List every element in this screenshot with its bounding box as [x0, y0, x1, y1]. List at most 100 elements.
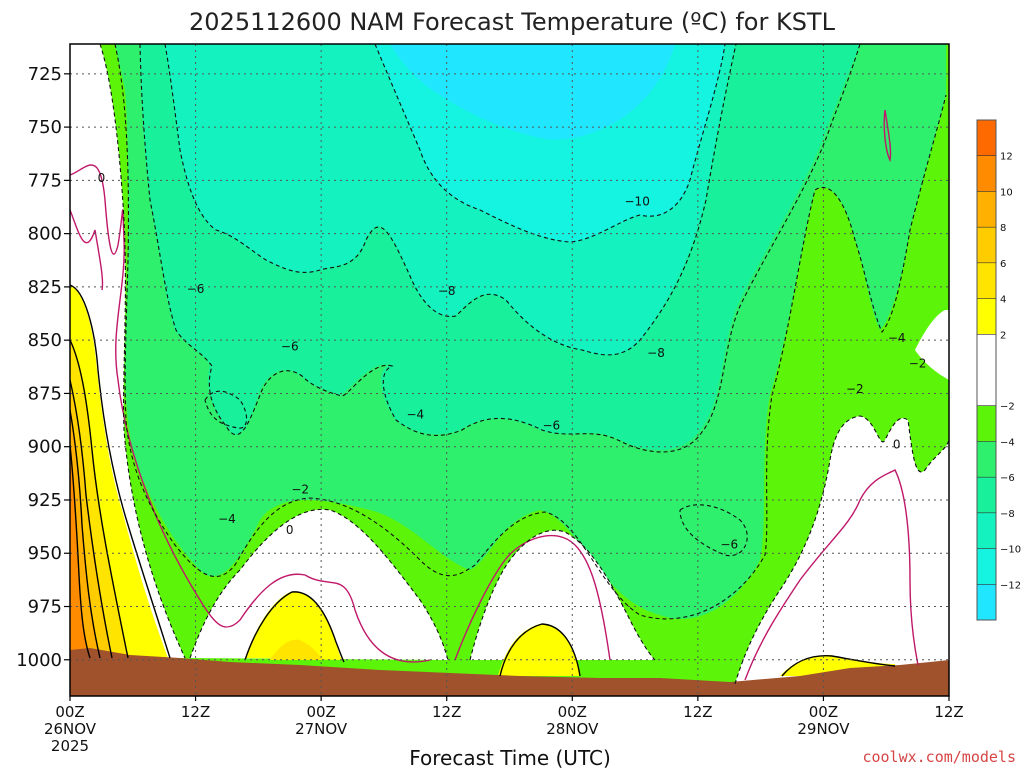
contour-zero-5 [70, 209, 104, 291]
y-tick-label: 850 [28, 330, 62, 351]
x-tick-label: 12Z [432, 703, 461, 721]
colorbar-tick-label: 2 [1000, 330, 1006, 341]
x-tick-label: 27NOV [295, 720, 348, 738]
x-tick-label: 00Z [809, 703, 838, 721]
y-tick-label: 875 [28, 383, 62, 404]
colorbar-segment [977, 298, 996, 335]
colorbar-tick-label: 8 [1000, 223, 1006, 234]
temp-fill-mid1-warm [245, 591, 342, 660]
plot-frame [69, 43, 950, 697]
colorbar-segment [977, 477, 996, 513]
temp-fill-mid2-near-zero [470, 530, 655, 660]
contour-label: −6 [543, 418, 561, 432]
colorbar-frame [976, 119, 997, 621]
plot-area: 0−10−6 −8−6 −8−4−2−4−6−20−20−4−6 [70, 44, 949, 696]
colorbar-segment [977, 191, 996, 228]
contour-label: 0 [286, 523, 294, 537]
y-tick-label: 725 [28, 64, 62, 85]
colorbar-segment [977, 155, 996, 192]
contour-label: 0 [98, 171, 106, 185]
contour-positive-mid1 [244, 591, 345, 663]
contour-minus10-main [374, 44, 726, 243]
temp-fill-right-near-zero [735, 416, 949, 684]
x-tick-label: 28NOV [546, 720, 599, 738]
temp-fill-mid2-warm [498, 624, 580, 676]
colorbar-segment [977, 262, 996, 299]
ground-terrain [70, 648, 949, 696]
y-tick-label: 775 [28, 170, 62, 191]
temp-fill-left-warm-10 [70, 445, 90, 660]
contour-positive-10 [70, 444, 91, 659]
contour-zero-1 [70, 164, 431, 663]
x-tick-label: 00Z [306, 703, 335, 721]
contour-zero-2 [454, 534, 611, 661]
colorbar-segment [977, 334, 996, 406]
x-tick-label: 00Z [558, 703, 587, 721]
colorbar-tick-label: 4 [1000, 295, 1006, 306]
contour-zero-3 [744, 469, 919, 681]
colorbar-tick-label: 10 [1000, 187, 1013, 198]
y-tick-label: 950 [28, 543, 62, 564]
contour-minus6-main [139, 44, 861, 453]
colorbar-segment [977, 441, 996, 478]
temp-fill-mid1-warm-4 [270, 639, 322, 660]
contour-label: −8 [438, 284, 456, 298]
contour-label: −10 [625, 195, 650, 209]
colorbar-tick-label: −6 [1000, 473, 1015, 484]
contour-label: −4 [218, 512, 236, 526]
temp-fill-mid1-near-zero [190, 509, 448, 660]
contour-label: −8 [647, 346, 665, 360]
contour-minus6-pocket2 [679, 504, 748, 557]
chart-title: 2025112600 NAM Forecast Temperature (ºC)… [189, 8, 836, 36]
y-tick-label: 1000 [16, 650, 62, 671]
y-tick-label: 925 [28, 490, 62, 511]
colorbar-tick-label: −8 [1000, 509, 1015, 520]
colorbar: −12 −10 −8 −6 −4 −2 2 4 6 8 10 12 [976, 119, 1021, 621]
contour-label: −2 [291, 482, 309, 496]
x-tick-label: 12Z [181, 703, 210, 721]
temp-fill-minus14-minus12 [390, 44, 675, 140]
contour-label: −2 [846, 382, 864, 396]
credit-link[interactable]: coolwx.com/models [862, 748, 1016, 766]
y-tick-label: 900 [28, 437, 62, 458]
x-tick-label: 29NOV [797, 720, 850, 738]
contour-positive-right [781, 655, 896, 677]
colorbar-segment [977, 548, 996, 585]
contour-minus2-left [99, 44, 186, 659]
contour-label: −6 [187, 282, 205, 296]
contour-label: −6 [281, 340, 299, 354]
colorbar-tick-label: −10 [1000, 545, 1021, 556]
contour-label: −2 [909, 357, 927, 371]
contour-label: 0 [893, 438, 901, 452]
colorbar-segment [977, 405, 996, 442]
y-tick-label: 825 [28, 277, 62, 298]
y-tick-label: 975 [28, 597, 62, 618]
contour-minus4-main [114, 44, 947, 620]
colorbar-tick-label: −4 [1000, 437, 1015, 448]
colorbar-segment [977, 120, 996, 156]
x-tick-label: 2025 [51, 737, 89, 755]
colorbar-tick-label: −2 [1000, 402, 1015, 413]
x-tick-label: 12Z [934, 703, 963, 721]
contour-minus2-mid2 [469, 529, 656, 661]
y-tick-label: 800 [28, 224, 62, 245]
contour-label: −6 [720, 538, 738, 552]
x-axis-title: Forecast Time (UTC) [409, 746, 611, 768]
contour-labels: 0−10−6 −8−6 −8−4−2−4−6−20−20−4−6 [98, 171, 927, 551]
temp-fill-right-pocket [915, 310, 949, 380]
contour-lines [70, 44, 949, 685]
contour-positive-8 [70, 409, 101, 659]
contour-minus2-mid [189, 508, 449, 661]
contour-label: −4 [888, 331, 906, 345]
y-axis: 725 750 775 800 825 850 875 900 925 950 975 1000 [16, 64, 70, 671]
y-tick-label: 750 [28, 117, 62, 138]
contour-positive-6 [70, 379, 113, 659]
colorbar-tick-label: −12 [1000, 580, 1021, 591]
contour-positive-mid2 [499, 623, 581, 677]
contour-minus8-main [164, 44, 737, 356]
x-tick-label: 26NOV [44, 720, 97, 738]
grid-lines [70, 44, 949, 696]
colorbar-segment [977, 512, 996, 549]
